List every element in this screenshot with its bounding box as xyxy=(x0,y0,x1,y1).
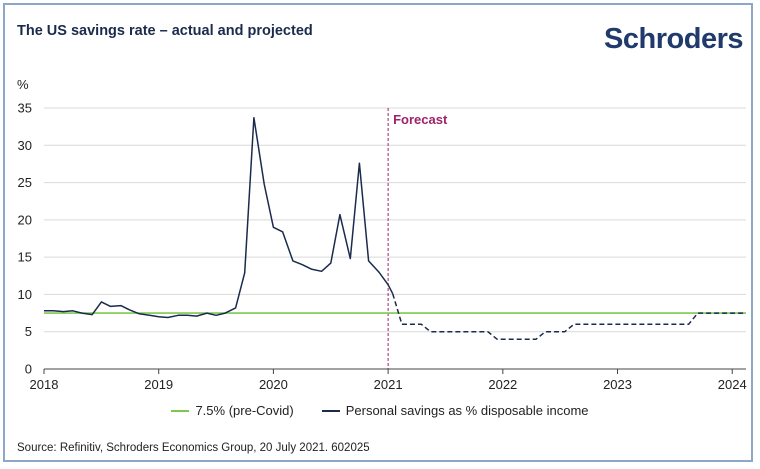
y-tick-label: 30 xyxy=(18,138,32,153)
line-chart: 0 5 10 15 20 25 30 35 2018 2019 2020 2021 2022 2023 20… xyxy=(18,101,747,393)
x-tick-label: 2023 xyxy=(603,377,632,392)
y-tick-label: 35 xyxy=(18,101,32,116)
legend: 7.5% (pre-Covid) Personal savings as % d… xyxy=(5,403,751,418)
legend-label-baseline: 7.5% (pre-Covid) xyxy=(195,403,294,418)
x-tick-label: 2020 xyxy=(259,377,288,392)
savings-forecast-line xyxy=(391,293,746,340)
schroders-logo: Schroders xyxy=(604,23,743,55)
chart-title: The US savings rate – actual and project… xyxy=(17,23,313,39)
legend-item-savings: Personal savings as % disposable income xyxy=(321,403,589,418)
savings-actual-line xyxy=(44,116,394,319)
forecast-label: Forecast xyxy=(393,112,448,127)
y-axis-unit-label: % xyxy=(17,77,29,92)
x-tick-label: 2022 xyxy=(488,377,517,392)
legend-label-savings: Personal savings as % disposable income xyxy=(345,403,589,418)
x-tick-label: 2024 xyxy=(718,377,747,392)
y-tick-label: 20 xyxy=(18,212,32,227)
y-tick-label: 15 xyxy=(18,250,32,265)
legend-item-baseline: 7.5% (pre-Covid) xyxy=(171,403,294,418)
y-tick-label: 10 xyxy=(18,287,32,302)
y-tick-label: 25 xyxy=(18,175,32,190)
x-tick-label: 2018 xyxy=(30,377,59,392)
y-tick-label: 5 xyxy=(25,324,32,339)
chart-frame: The US savings rate – actual and project… xyxy=(3,3,753,462)
legend-swatch-savings xyxy=(321,409,340,412)
y-tick-label: 0 xyxy=(25,362,32,377)
x-tick-label: 2019 xyxy=(144,377,173,392)
source-note: Source: Refinitiv, Schroders Economics G… xyxy=(17,442,370,454)
x-tick-label: 2021 xyxy=(374,377,403,392)
legend-swatch-baseline xyxy=(171,409,190,412)
